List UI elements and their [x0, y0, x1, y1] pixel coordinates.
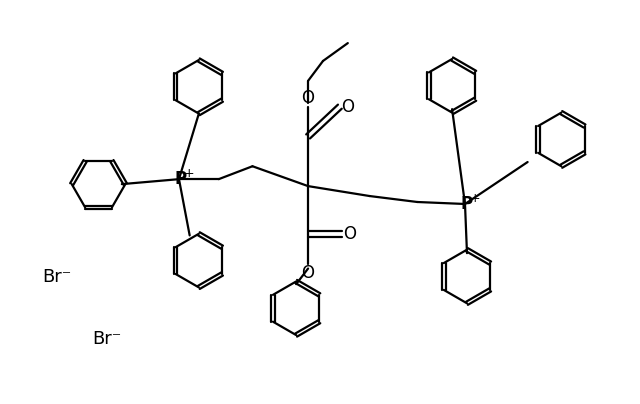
Text: Br⁻: Br⁻: [92, 330, 121, 348]
Text: Br⁻: Br⁻: [42, 269, 72, 286]
Text: O: O: [341, 98, 355, 116]
Text: O: O: [343, 225, 356, 243]
Text: O: O: [301, 263, 315, 282]
Text: +: +: [184, 167, 194, 180]
Text: O: O: [301, 89, 315, 107]
Text: P: P: [461, 195, 473, 213]
Text: +: +: [470, 191, 480, 204]
Text: P: P: [175, 170, 187, 188]
